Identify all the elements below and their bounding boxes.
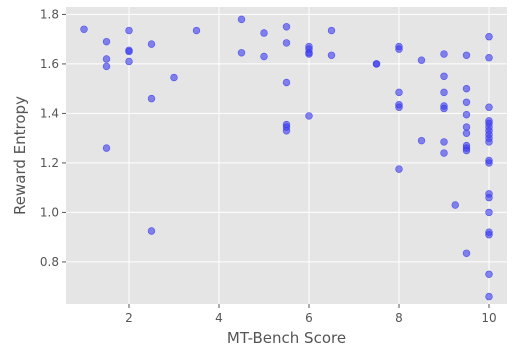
scatter-point bbox=[395, 88, 403, 97]
scatter-point bbox=[170, 73, 178, 82]
scatter-point bbox=[282, 39, 291, 47]
scatter-point bbox=[462, 123, 471, 131]
scatter-point bbox=[125, 57, 133, 66]
y-tick-label: 1.2 bbox=[40, 156, 59, 170]
scatter-point bbox=[327, 51, 336, 59]
scatter-point bbox=[260, 29, 268, 37]
scatter-point bbox=[485, 54, 493, 62]
x-tick-label: 6 bbox=[305, 311, 313, 325]
scatter-point bbox=[305, 50, 313, 58]
x-tick-label: 2 bbox=[125, 311, 133, 325]
x-tick-label: 10 bbox=[481, 311, 496, 325]
scatter-point bbox=[485, 270, 493, 278]
scatter-point bbox=[282, 23, 291, 31]
scatter-point bbox=[462, 249, 471, 257]
scatter-point bbox=[125, 26, 133, 35]
scatter-point bbox=[485, 231, 493, 239]
scatter-point bbox=[485, 292, 493, 301]
scatter-point bbox=[417, 136, 426, 145]
scatter-point bbox=[462, 98, 471, 106]
scatter-point bbox=[485, 138, 493, 146]
scatter-point bbox=[305, 112, 313, 120]
x-tick-label: 4 bbox=[215, 311, 223, 325]
scatter-point bbox=[147, 94, 156, 103]
scatter-point bbox=[485, 193, 493, 202]
scatter-point bbox=[440, 72, 448, 81]
scatter-point bbox=[282, 127, 291, 135]
y-tick-label: 0.8 bbox=[40, 255, 59, 269]
scatter-point bbox=[462, 51, 471, 59]
data-points bbox=[80, 15, 493, 301]
scatter-point bbox=[440, 138, 448, 146]
x-tick-label: 8 bbox=[395, 311, 403, 325]
scatter-point bbox=[395, 165, 403, 173]
y-tick-label: 1.4 bbox=[40, 106, 59, 120]
scatter-point bbox=[102, 55, 111, 63]
scatter-point bbox=[462, 84, 471, 93]
scatter-point bbox=[440, 50, 448, 58]
scatter-point bbox=[80, 25, 88, 33]
scatter-point bbox=[485, 159, 493, 167]
scatter-point bbox=[462, 110, 471, 119]
scatter-point bbox=[237, 49, 246, 57]
scatter-point bbox=[462, 129, 471, 137]
y-axis-ticks: 0.8 1.0 1.2 1.4 1.6 1.8 bbox=[40, 7, 66, 269]
plot-area bbox=[66, 7, 507, 304]
scatter-point bbox=[192, 26, 201, 35]
scatter-point bbox=[147, 227, 156, 235]
y-tick-label: 1.0 bbox=[40, 205, 59, 219]
scatter-point bbox=[327, 26, 336, 35]
scatter-point bbox=[451, 201, 459, 209]
scatter-point bbox=[395, 103, 403, 111]
scatter-point bbox=[372, 60, 381, 68]
scatter-point bbox=[237, 15, 246, 24]
y-axis-label: Reward Entropy bbox=[11, 96, 29, 215]
x-axis-ticks: 2 4 6 8 10 bbox=[125, 304, 497, 325]
scatter-point bbox=[462, 146, 471, 155]
scatter-point bbox=[125, 47, 133, 56]
scatter-point bbox=[102, 37, 111, 46]
scatter-point bbox=[260, 52, 268, 61]
scatter-point bbox=[440, 104, 448, 113]
scatter-point bbox=[485, 208, 493, 217]
scatter-point bbox=[282, 78, 291, 87]
y-tick-label: 1.6 bbox=[40, 57, 59, 71]
scatter-point bbox=[417, 56, 426, 64]
scatter-point bbox=[102, 62, 111, 71]
scatter-point bbox=[440, 149, 448, 157]
scatter-point bbox=[395, 45, 403, 53]
y-tick-label: 1.8 bbox=[40, 7, 59, 21]
scatter-point bbox=[485, 32, 493, 41]
scatter-point bbox=[485, 103, 493, 111]
x-axis-label: MT-Bench Score bbox=[227, 329, 346, 347]
scatter-point bbox=[102, 144, 111, 152]
scatter-point bbox=[147, 40, 156, 48]
scatter-point bbox=[440, 88, 448, 97]
